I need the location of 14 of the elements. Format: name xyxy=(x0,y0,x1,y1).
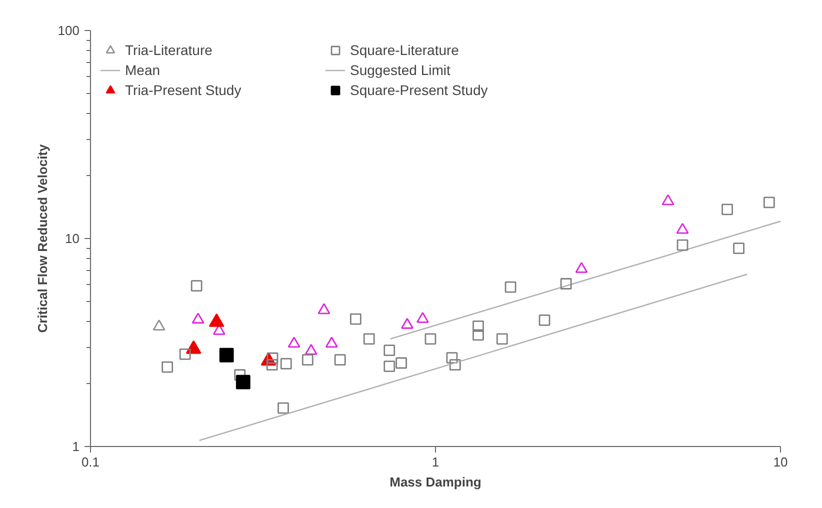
x-axis-title: Mass Damping xyxy=(390,474,482,490)
legend-label: Square-Present Study xyxy=(350,82,489,98)
legend-label: Mean xyxy=(125,62,162,78)
legend-label: Tria-Present Study xyxy=(125,82,242,98)
y-tick-label: 100 xyxy=(58,23,80,38)
legend-label: Square-Literature xyxy=(350,42,460,58)
legend-label: Suggested Limit xyxy=(350,62,452,78)
y-tick-label: 10 xyxy=(65,231,80,246)
legend-label: Tria-Literature xyxy=(125,42,214,58)
x-tick-label: 10 xyxy=(773,454,788,470)
y-axis-title: Critical Flow Reduced Velocity xyxy=(34,143,50,333)
x-tick-label: 1 xyxy=(432,454,440,470)
x-tick-label: 0.1 xyxy=(81,454,100,470)
y-tick-label: 1 xyxy=(72,439,80,454)
